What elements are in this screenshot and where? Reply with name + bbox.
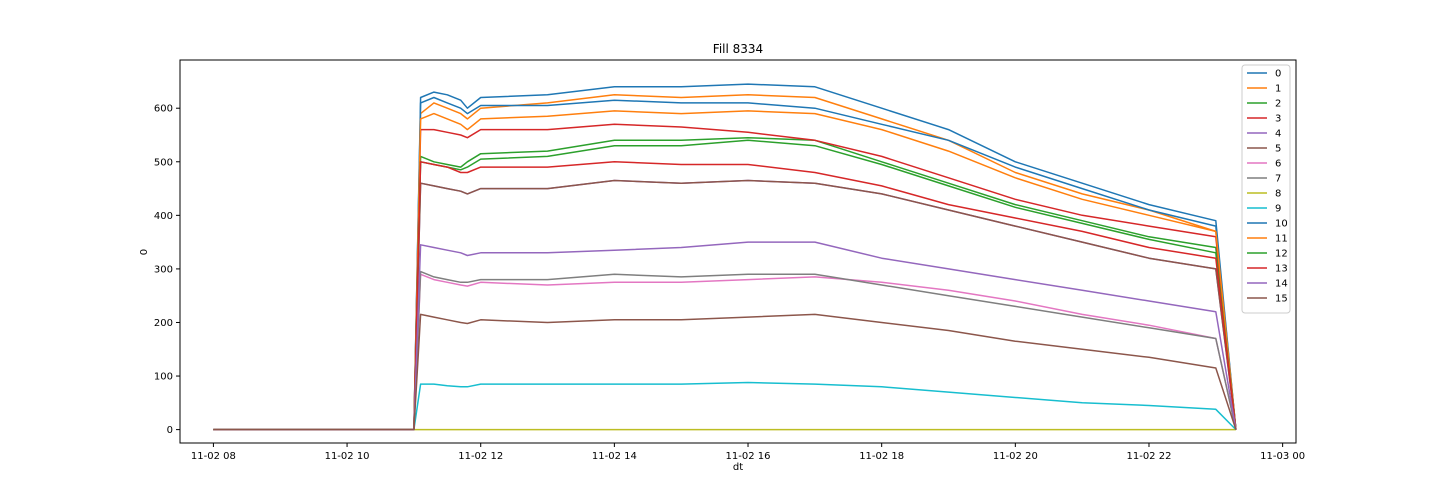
legend-label-1: 1 xyxy=(1275,84,1281,95)
x-tick-label: 11-02 14 xyxy=(592,451,637,462)
series-line-10 xyxy=(213,96,1237,431)
series-line-2 xyxy=(213,136,1237,431)
legend-label-12: 12 xyxy=(1275,249,1288,260)
legend-label-13: 13 xyxy=(1275,264,1288,275)
series-line-3 xyxy=(213,123,1237,431)
x-axis-label: dt xyxy=(733,462,743,473)
series-line-11 xyxy=(213,110,1237,431)
series-line-9 xyxy=(213,381,1237,431)
y-tick-label: 500 xyxy=(154,157,173,168)
legend-label-8: 8 xyxy=(1275,189,1281,200)
legend-label-15: 15 xyxy=(1275,294,1288,305)
legend-box xyxy=(1241,64,1291,314)
chart-title: Fill 8334 xyxy=(713,42,763,56)
series-line-7 xyxy=(213,270,1237,431)
x-tick-label: 11-02 08 xyxy=(191,451,236,462)
legend-label-0: 0 xyxy=(1275,69,1281,80)
y-tick-label: 600 xyxy=(154,104,173,115)
series-line-1 xyxy=(213,94,1237,431)
y-tick-label: 0 xyxy=(167,425,173,436)
legend-label-7: 7 xyxy=(1275,174,1281,185)
x-tick-label: 11-02 10 xyxy=(325,451,370,462)
series-line-14 xyxy=(213,241,1237,431)
y-tick-label: 200 xyxy=(154,318,173,329)
legend-label-5: 5 xyxy=(1275,144,1281,155)
axis-layer: 0 100 200 300 400 500 600 11-02 08 11-02 10 11-02… xyxy=(154,104,1305,462)
y-tick-label: 300 xyxy=(154,264,173,275)
legend-label-9: 9 xyxy=(1275,204,1281,215)
plot-frame xyxy=(179,59,1297,444)
legend-label-6: 6 xyxy=(1275,159,1281,170)
y-tick-label: 400 xyxy=(154,211,173,222)
series-line-6 xyxy=(213,273,1237,431)
x-tick-label: 11-02 16 xyxy=(726,451,771,462)
legend-label-4: 4 xyxy=(1275,129,1281,140)
x-tick-label: 11-03 00 xyxy=(1260,451,1305,462)
x-tick-label: 11-02 22 xyxy=(1126,451,1171,462)
y-axis-label: 0 xyxy=(139,249,150,255)
x-tick-label: 11-02 12 xyxy=(458,451,503,462)
y-tick-label: 100 xyxy=(154,372,173,383)
legend-label-11: 11 xyxy=(1275,234,1288,245)
x-tick-label: 11-02 18 xyxy=(859,451,904,462)
legend-label-2: 2 xyxy=(1275,99,1281,110)
series-layer xyxy=(213,83,1237,431)
x-tick-label: 11-02 20 xyxy=(993,451,1038,462)
series-line-13 xyxy=(213,161,1237,431)
legend-label-14: 14 xyxy=(1275,279,1288,290)
legend-label-10: 10 xyxy=(1275,219,1288,230)
legend-label-3: 3 xyxy=(1275,114,1281,125)
series-line-15 xyxy=(213,313,1237,431)
series-line-5 xyxy=(213,179,1237,431)
series-line-0 xyxy=(213,83,1237,431)
